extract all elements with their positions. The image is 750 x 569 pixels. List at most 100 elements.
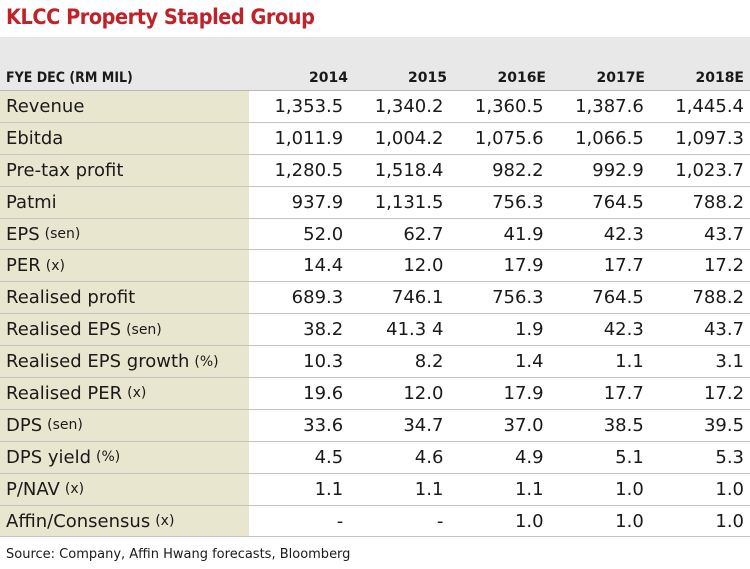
table-cell: 756.3 (492, 287, 544, 309)
row-label: Pre-tax profit (0, 154, 249, 186)
table-cell: 3.1 (715, 351, 745, 373)
table-cell: 33.6 (303, 414, 344, 436)
financial-table: FYE DEC (RM MIL) 2014 2015 2016E 2017E 2… (0, 37, 750, 538)
header-label: FYE DEC (RM MIL) (6, 70, 133, 86)
table-cell: 42.3 (603, 223, 644, 245)
table-row: P/NAV (x) 1.1 1.1 1.1 1.0 1.0 (0, 473, 750, 506)
table-cell: 17.2 (703, 255, 745, 277)
table-row: Pre-tax profit 1,280.5 1,518.4 982.2 992.9 1,… (0, 154, 750, 187)
table-cell: 1,011.9 (274, 127, 344, 149)
table-cell: 1,097.3 (675, 127, 745, 149)
row-label: Realised EPS growth (%) (0, 346, 249, 378)
row-label: P/NAV (x) (0, 473, 249, 505)
table-cell: 756.3 (492, 191, 544, 213)
table-row: Affin/Consensus (x) - - 1.0 1.0 1.0 (0, 505, 750, 538)
table-cell: 1.0 (514, 510, 544, 532)
row-name: Realised EPS growth (6, 351, 190, 373)
row-label: PER (x) (0, 250, 249, 282)
table-cell: 38.2 (303, 319, 344, 341)
table-cell: 1.0 (715, 510, 745, 532)
table-cell: 37.0 (503, 414, 544, 436)
table-header: FYE DEC (RM MIL) 2014 2015 2016E 2017E 2… (0, 37, 750, 91)
table-cell: 1,280.5 (274, 159, 344, 181)
header-year: 2016E (497, 70, 546, 86)
row-label: Realised EPS (sen) (0, 314, 249, 346)
table-cell: 42.3 (603, 319, 644, 341)
table-cell: 14.4 (303, 255, 344, 277)
table-row: Realised EPS growth (%) 10.3 8.2 1.4 1.1 3.1 (0, 346, 750, 379)
row-name: PER (6, 255, 41, 277)
table-cell: 4.9 (514, 446, 544, 468)
row-label: DPS (sen) (0, 409, 249, 441)
table-cell: 1.0 (715, 478, 745, 500)
table-cell: 43.7 (703, 319, 745, 341)
table-row: Realised profit 689.3 746.1 756.3 764.5 788.2 (0, 282, 750, 315)
table-cell: 764.5 (592, 191, 644, 213)
row-unit: (x) (155, 513, 175, 530)
table-cell: 43.7 (703, 223, 745, 245)
table-cell: 1.1 (615, 351, 644, 373)
table-cell: 41.3 4 (386, 319, 444, 341)
table-cell: 34.7 (403, 414, 444, 436)
table-cell: 19.6 (303, 382, 344, 404)
table-cell: 1,360.5 (474, 95, 544, 117)
row-unit: (sen) (44, 226, 81, 242)
table-cell: 17.2 (703, 382, 745, 404)
row-unit: (%) (96, 449, 121, 466)
table-cell: 8.2 (414, 351, 444, 373)
table-cell: 52.0 (303, 223, 344, 245)
header-year: 2014 (309, 70, 348, 86)
table-cell: 1,445.4 (675, 95, 745, 117)
table-cell: 1,004.2 (374, 127, 444, 149)
table-cell: 1,353.5 (274, 95, 344, 117)
table-cell: 10.3 (303, 351, 344, 373)
table-cell: 5.3 (715, 446, 745, 468)
table-cell: 1.1 (414, 478, 444, 500)
table-cell: 764.5 (592, 287, 644, 309)
row-label: Patmi (0, 186, 249, 218)
table-cell: 1,075.6 (474, 127, 544, 149)
table-cell: 12.0 (403, 255, 444, 277)
row-name: Ebitda (6, 127, 64, 149)
table-cell: 17.7 (603, 382, 644, 404)
row-name: Revenue (6, 95, 85, 117)
table-row: DPS yield (%) 4.5 4.6 4.9 5.1 5.3 (0, 441, 750, 474)
row-name: DPS yield (6, 446, 92, 468)
table-row: DPS (sen) 33.6 34.7 37.0 38.5 39.5 (0, 409, 750, 442)
table-row: Realised PER (x) 19.6 12.0 17.9 17.7 17.2 (0, 378, 750, 410)
table-cell: 1,066.5 (575, 127, 644, 149)
table-cell: 992.9 (592, 159, 644, 181)
row-name: Affin/Consensus (6, 510, 151, 532)
table-cell: 1.4 (514, 351, 544, 373)
table-row: Revenue 1,353.5 1,340.2 1,360.5 1,387.6 1,445… (0, 91, 750, 123)
table-cell: 1,387.6 (575, 95, 644, 117)
header-year: 2015 (408, 70, 447, 86)
table-cell: 1,131.5 (374, 191, 444, 213)
row-label: EPS (sen) (0, 218, 249, 250)
table-cell: 38.5 (603, 414, 644, 436)
table-cell: 1.0 (615, 478, 644, 500)
row-name: DPS (6, 414, 43, 436)
row-name: Patmi (6, 191, 57, 213)
row-unit: (sen) (126, 321, 162, 338)
row-name: Realised profit (6, 287, 136, 309)
table-cell: 17.9 (503, 382, 544, 404)
table-cell: 4.6 (414, 446, 444, 468)
table-cell: 4.5 (314, 446, 344, 468)
table-title: KLCC Property Stapled Group (6, 5, 315, 29)
source-note: Source: Company, Affin Hwang forecasts, … (6, 547, 351, 562)
table-cell: - (336, 510, 344, 532)
table-cell: 41.9 (503, 223, 544, 245)
table-cell: 1.0 (615, 510, 644, 532)
row-name: EPS (6, 223, 40, 245)
table-cell: - (436, 510, 444, 532)
table-cell: 1.1 (314, 478, 344, 500)
row-unit: (%) (194, 353, 219, 370)
table-row: Realised EPS (sen) 38.2 41.3 4 1.9 42.3 43.7 (0, 314, 750, 347)
table-cell: 12.0 (403, 382, 444, 404)
row-name: P/NAV (6, 478, 60, 500)
table-body: Revenue 1,353.5 1,340.2 1,360.5 1,387.6 1,445… (0, 91, 750, 538)
table-row: PER (x) 14.4 12.0 17.9 17.7 17.2 (0, 250, 750, 283)
row-label: DPS yield (%) (0, 441, 249, 473)
table-cell: 1,023.7 (675, 159, 745, 181)
